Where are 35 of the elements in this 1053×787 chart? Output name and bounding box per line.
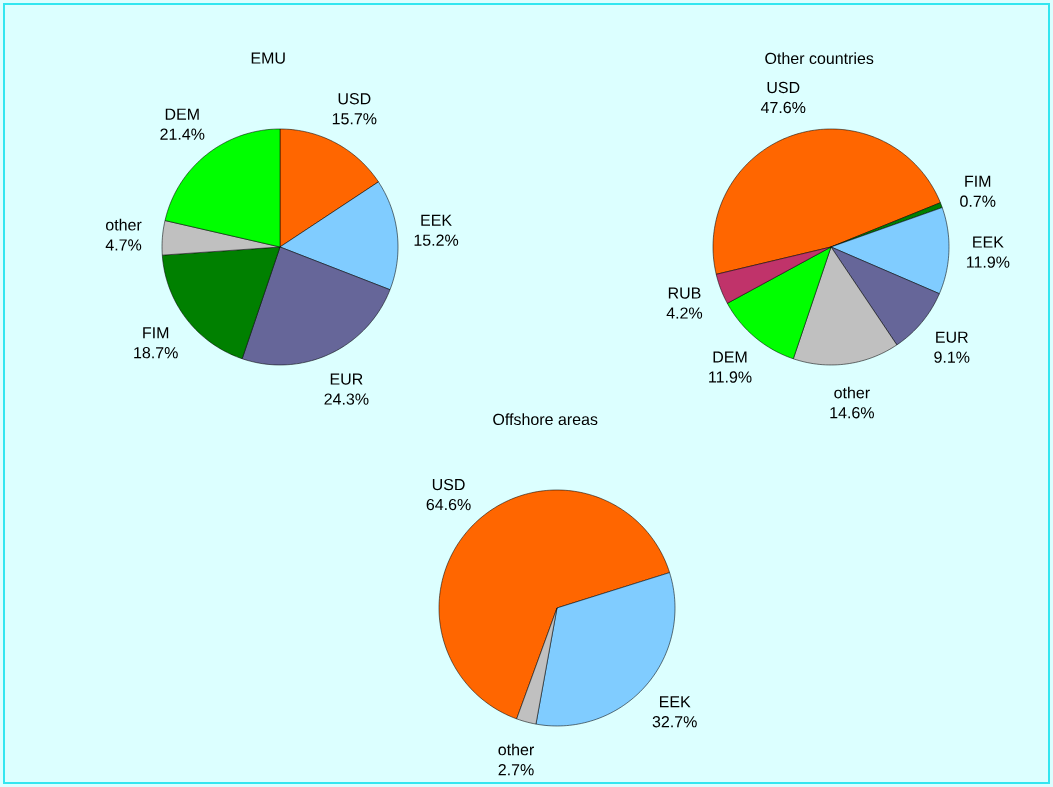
- slice-label: EEK: [421, 214, 452, 226]
- chart-title: Offshore areas: [493, 413, 598, 426]
- data-label: 0.7%: [960, 195, 996, 207]
- data-label: 11.9%: [966, 256, 1010, 268]
- data-label: 2.7%: [498, 764, 534, 776]
- data-label: 18.7%: [134, 347, 178, 359]
- slice-label: USD: [767, 81, 800, 94]
- data-label: 47.6%: [760, 101, 806, 114]
- data-label: 11.9%: [709, 371, 752, 383]
- slice-label: EUR: [330, 373, 363, 385]
- data-label: 21.4%: [160, 128, 205, 140]
- slice-label: other: [498, 743, 534, 756]
- slice-label: other: [105, 218, 142, 231]
- data-label: 4.2%: [666, 307, 703, 319]
- slice-label: DEM: [165, 108, 199, 120]
- chart-title: EMU: [251, 52, 285, 64]
- data-label: 32.7%: [652, 716, 697, 728]
- slice-label: DEM: [713, 351, 747, 363]
- data-label: 4.7%: [105, 239, 142, 251]
- slice-label: USD: [338, 93, 371, 105]
- data-label: 15.2%: [414, 234, 459, 246]
- slice-label: EEK: [660, 696, 691, 708]
- slice-label: other: [834, 386, 870, 399]
- data-label: 15.7%: [332, 113, 377, 125]
- data-label: 64.6%: [426, 498, 471, 511]
- slice-label: FIM: [965, 175, 991, 187]
- slice-label: EUR: [936, 331, 968, 343]
- data-label: 14.6%: [830, 407, 874, 419]
- slice-label: EEK: [973, 236, 1004, 248]
- slice-label: FIM: [143, 327, 169, 339]
- slice-label: RUB: [668, 287, 701, 299]
- chart-title: Other countries: [765, 52, 874, 65]
- data-label: 24.3%: [324, 393, 369, 405]
- data-label: 9.1%: [934, 351, 970, 363]
- slice-label: USD: [432, 478, 465, 491]
